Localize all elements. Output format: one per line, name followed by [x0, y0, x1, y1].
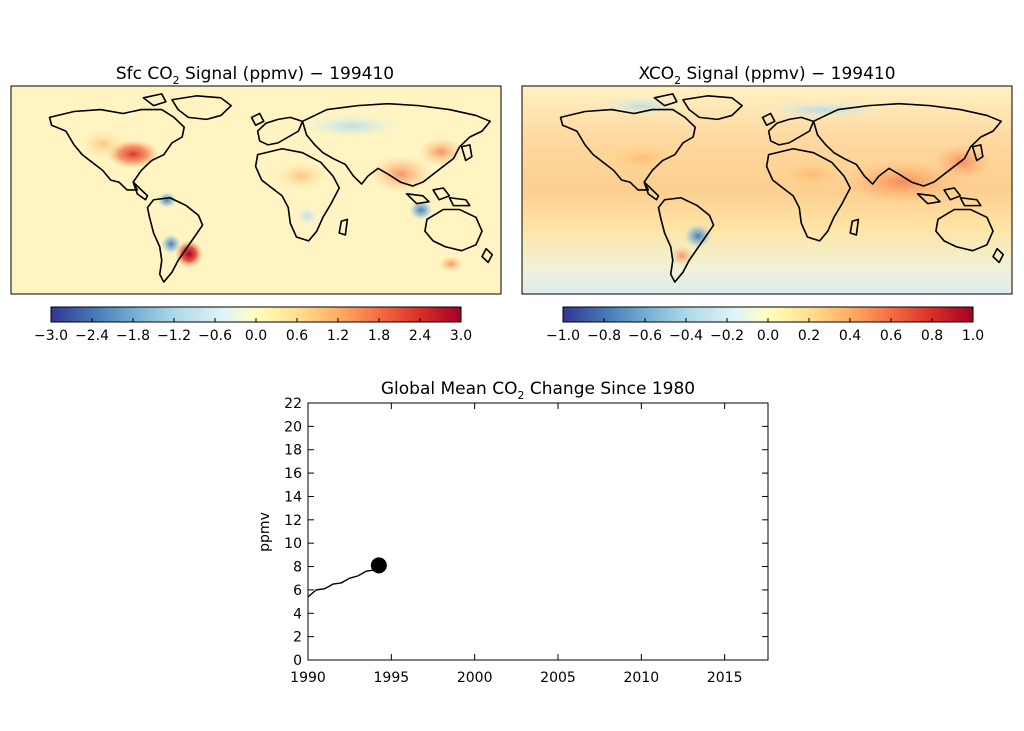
x-tick-label: 2005 — [540, 670, 576, 686]
y-tick-label: 20 — [284, 419, 302, 435]
panel-global-mean: Global Mean CO2 Change Since 1980 ppmv 0… — [257, 379, 769, 686]
xco2-anomaly-arctic-eurasia — [762, 100, 882, 120]
sfc-anomaly-australia-se — [439, 256, 463, 272]
y-tick-label: 12 — [284, 513, 302, 529]
xco2-map-frame — [521, 85, 1013, 295]
line-series-global-mean — [307, 564, 380, 598]
sfc-anomaly-southern-africa — [295, 206, 319, 226]
sfc-colorbar: −3.0 −2.4 −1.8 −1.2 −0.6 0.0 0.6 1.2 1.8 2.4 3.0 — [34, 306, 472, 344]
sfc-anomaly-south-america-central — [161, 234, 181, 254]
y-tick-label: 14 — [284, 489, 302, 505]
sfc-colorbar-tick-label: 0.6 — [286, 328, 308, 344]
x-tick-label: 1995 — [374, 670, 410, 686]
xco2-anomaly-north-america — [602, 142, 682, 174]
y-tick-label: 4 — [293, 606, 302, 622]
sfc-colorbar-tick-label: 1.2 — [327, 328, 349, 344]
sfc-colorbar-tick-label: −2.4 — [75, 328, 109, 344]
sfc-map-title: Sfc CO2 Signal (ppmv) − 199410 — [116, 64, 394, 87]
xco2-colorbar-tick-label: 0.0 — [757, 328, 779, 344]
sfc-map-background — [11, 86, 501, 294]
sfc-anomaly-south-america-north — [157, 192, 177, 208]
panel-sfc-co2: Sfc CO2 Signal (ppmv) − 199410 −3.0 −2.4−… — [10, 64, 502, 344]
xco2-anomaly-argentina — [670, 246, 694, 266]
x-tick-label: 2000 — [457, 670, 493, 686]
xco2-colorbar-tick-label: −0.4 — [669, 328, 703, 344]
sfc-map — [10, 85, 502, 295]
sfc-colorbar-tick-label: 2.4 — [409, 328, 431, 344]
y-tick-label: 16 — [284, 466, 302, 482]
xco2-anomaly-east-asia — [932, 144, 992, 180]
xco2-anomaly-arctic-america — [602, 96, 682, 116]
y-tick-label: 10 — [284, 536, 302, 552]
sfc-colorbar-tick-label: −1.8 — [116, 328, 150, 344]
sfc-anomaly-south-asia — [371, 156, 431, 192]
y-tick-label: 6 — [293, 583, 302, 599]
xco2-colorbar-tick-label: 1.0 — [962, 328, 984, 344]
sfc-anomaly-indonesia — [409, 200, 433, 220]
y-tick-label: 0 — [293, 653, 302, 669]
sfc-colorbar-tick-label: −3.0 — [34, 328, 68, 344]
xco2-anomaly-south-asia — [842, 160, 962, 204]
xco2-colorbar-tick-label: 0.4 — [839, 328, 861, 344]
line-chart-title: Global Mean CO2 Change Since 1980 — [381, 379, 695, 402]
line-chart-ylabel: ppmv — [257, 512, 273, 552]
x-tick-label: 2015 — [707, 670, 743, 686]
xco2-colorbar-tick-label: 0.2 — [798, 328, 820, 344]
sfc-anomaly-africa-north — [275, 162, 327, 190]
panel-xco2: XCO2 Signal (ppmv) − 199410 −1.0 −0.8 −0.6… — [521, 64, 1013, 344]
sfc-colorbar-tick-label: 1.8 — [368, 328, 390, 344]
xco2-colorbar: −1.0 −0.8 −0.6 −0.4 −0.2 0.0 0.2 0.4 0.6 0.8 1.0 — [546, 306, 984, 344]
sfc-colorbar-tick-label: 3.0 — [450, 328, 472, 344]
current-value-marker — [370, 557, 387, 574]
xco2-anomaly-africa — [772, 158, 852, 190]
sfc-colorbar-tick-label: −0.6 — [198, 328, 232, 344]
xco2-colorbar-tick-label: 0.6 — [880, 328, 902, 344]
xco2-colorbar-ticks: −1.0 −0.8 −0.6 −0.4 −0.2 0.0 0.2 0.4 0.6 0.8 1.0 — [546, 318, 984, 344]
sfc-colorbar-tick-label: 0.0 — [245, 328, 267, 344]
y-tick-label: 8 — [293, 560, 302, 576]
xco2-colorbar-tick-label: −0.6 — [628, 328, 662, 344]
x-tick-label: 2010 — [624, 670, 660, 686]
y-tick-label: 18 — [284, 443, 302, 459]
sfc-anomaly-south-america-south — [175, 240, 203, 268]
xco2-colorbar-tick-label: 0.8 — [921, 328, 943, 344]
xco2-anomaly-south-america — [684, 224, 712, 248]
xco2-colorbar-tick-label: −0.2 — [710, 328, 744, 344]
sfc-map-frame — [10, 85, 502, 295]
xco2-map — [521, 85, 1013, 295]
line-chart-axes: 0 2 4 6 8 10 12 14 16 18 20 22 1990 1995 2000 2005 2010 2… — [284, 396, 768, 686]
y-tick-label: 22 — [284, 396, 302, 412]
sfc-anomaly-siberia — [301, 114, 401, 138]
line-chart-plot-area — [307, 402, 769, 661]
xco2-colorbar-tick-label: −0.8 — [587, 328, 621, 344]
sfc-anomaly-west-north-america — [81, 130, 125, 158]
y-tick-label: 2 — [293, 630, 302, 646]
sfc-colorbar-ticks: −3.0 −2.4 −1.8 −1.2 −0.6 0.0 0.6 1.2 1.8 2.4 3.0 — [34, 318, 472, 344]
sfc-colorbar-tick-label: −1.2 — [157, 328, 191, 344]
xco2-colorbar-tick-label: −1.0 — [546, 328, 580, 344]
xco2-map-title: XCO2 Signal (ppmv) − 199410 — [638, 64, 895, 87]
x-tick-label: 1990 — [290, 670, 326, 686]
